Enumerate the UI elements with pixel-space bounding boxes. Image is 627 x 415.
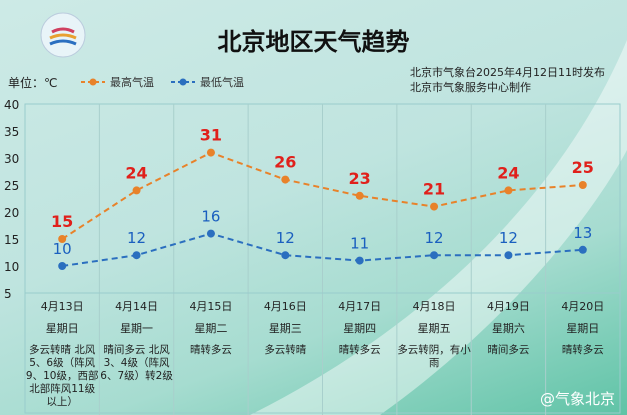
weekday-label: 星期二 (194, 322, 228, 335)
data-label: 15 (51, 212, 73, 231)
data-label: 23 (349, 169, 371, 188)
y-tick-label: 35 (4, 125, 19, 139)
data-label: 11 (350, 235, 369, 253)
legend-low-label: 最低气温 (200, 76, 244, 89)
day-column: 4月15日星期二晴转多云 (174, 296, 248, 357)
watermark: @气象北京 (539, 390, 615, 408)
data-label: 24 (497, 163, 519, 182)
data-label: 25 (572, 158, 594, 177)
weekday-label: 星期日 (45, 322, 79, 335)
data-label: 31 (200, 126, 222, 145)
y-tick-label: 40 (4, 98, 19, 112)
y-tick-label: 20 (4, 206, 19, 220)
date-label: 4月16日 (263, 300, 307, 313)
weekday-label: 星期一 (120, 322, 154, 335)
condition-label: 晴转多云 (338, 344, 381, 356)
date-label: 4月19日 (486, 300, 530, 313)
publisher: 北京市气象台2025年4月12日11时发布 (410, 66, 605, 79)
logo (40, 12, 86, 58)
data-point (504, 251, 513, 260)
legend-high: 最高气温 (80, 74, 154, 90)
producer: 北京市气象服务中心制作 (410, 81, 531, 94)
weekday-label: 星期六 (491, 322, 525, 335)
data-point (132, 186, 141, 195)
day-column: 4月13日星期日多云转晴 北风5、6级（阵风9、10级，西部北部阵风11级以上） (25, 296, 99, 409)
condition-label: 多云转阴，有小雨 (397, 344, 471, 369)
legend-low: 最低气温 (170, 74, 244, 90)
condition-label: 多云转晴 (264, 344, 307, 356)
y-tick-label: 25 (4, 179, 19, 193)
y-tick-label: 10 (4, 260, 19, 274)
date-label: 4月18日 (412, 300, 456, 313)
day-column: 4月16日星期三多云转晴 (248, 296, 322, 357)
data-point (58, 235, 67, 243)
data-label: 26 (274, 153, 296, 172)
legend-high-label: 最高气温 (110, 76, 154, 89)
data-point (578, 245, 587, 254)
weekday-label: 星期三 (268, 322, 302, 335)
date-label: 4月15日 (189, 300, 233, 313)
weekday-label: 星期五 (417, 322, 451, 335)
data-point (58, 262, 67, 270)
data-label: 12 (276, 229, 295, 247)
series-line-0 (61, 151, 583, 240)
data-point (430, 202, 439, 211)
series-line-1 (62, 232, 583, 267)
data-point (281, 175, 290, 184)
y-tick-label: 30 (4, 152, 19, 166)
day-column: 4月17日星期四晴转多云 (323, 296, 397, 357)
condition-label: 晴间多云 (487, 344, 530, 356)
day-column: 4月19日星期六晴间多云 (471, 296, 545, 357)
weekday-label: 星期四 (343, 322, 377, 335)
data-label: 12 (499, 229, 518, 247)
unit-label: 单位：℃ (8, 76, 58, 90)
condition-label: 多云转晴 北风5、6级（阵风9、10级，西部北部阵风11级以上） (25, 344, 99, 408)
data-point (355, 256, 364, 265)
day-column: 4月20日星期日晴转多云 (546, 296, 620, 357)
date-label: 4月17日 (338, 300, 382, 313)
y-tick-label: 5 (4, 287, 12, 301)
data-label: 12 (425, 229, 444, 247)
data-point (281, 251, 290, 260)
legend-low-marker (171, 78, 195, 86)
date-label: 4月14日 (115, 300, 159, 313)
data-label: 21 (423, 180, 445, 199)
day-column: 4月14日星期一晴间多云 北风3、4级（阵风6、7级）转2级 (99, 296, 173, 383)
publish-info: 北京市气象台2025年4月12日11时发布 北京市气象服务中心制作 (410, 65, 605, 95)
data-label: 24 (125, 163, 147, 182)
data-label: 13 (573, 224, 592, 242)
data-point (355, 191, 364, 200)
data-point (132, 251, 141, 260)
page-title: 北京地区天气趋势 (217, 28, 410, 56)
data-point (578, 181, 587, 189)
data-label: 10 (53, 240, 72, 258)
data-label: 12 (127, 229, 146, 247)
condition-label: 晴转多云 (189, 344, 232, 356)
data-point (206, 148, 215, 157)
data-point (430, 251, 439, 260)
condition-label: 晴转多云 (561, 344, 604, 356)
day-column: 4月18日星期五多云转阴，有小雨 (397, 296, 471, 370)
weekday-label: 星期日 (566, 322, 600, 335)
data-point (504, 186, 513, 195)
date-label: 4月13日 (40, 300, 84, 313)
y-tick-label: 15 (4, 233, 19, 247)
data-label: 16 (201, 208, 220, 226)
legend-high-marker (81, 78, 105, 86)
condition-label: 晴间多云 北风3、4级（阵风6、7级）转2级 (100, 344, 173, 382)
date-label: 4月20日 (561, 300, 605, 313)
data-point (206, 229, 215, 238)
